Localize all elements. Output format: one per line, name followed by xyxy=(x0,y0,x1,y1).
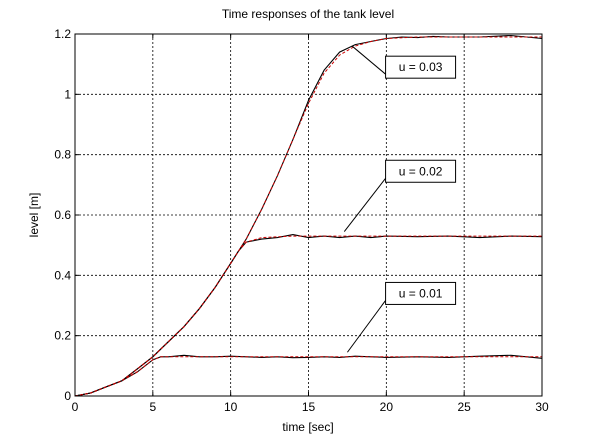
ticks: 0 5 10 15 20 25 30 0 0.2 0.4 0.6 0.8 1 1.2 xyxy=(54,27,549,414)
x-tick-label: 0 xyxy=(72,400,79,414)
y-tick-label: 0.8 xyxy=(54,148,71,162)
y-tick-label: 0.4 xyxy=(54,268,71,282)
x-tick-label: 15 xyxy=(302,400,316,414)
annotation-box xyxy=(385,55,457,79)
annotation-pointer xyxy=(343,177,386,232)
y-tick-label: 0.6 xyxy=(54,208,71,222)
annotation-box xyxy=(385,159,457,183)
x-tick-label: 30 xyxy=(535,400,549,414)
series-line-6 xyxy=(74,36,542,397)
x-tick-label: 5 xyxy=(149,400,156,414)
annotation-pointer xyxy=(347,300,386,353)
annotations: u = 0.03 u = 0.02 u = 0.01 xyxy=(343,45,457,353)
x-axis-title: time [sec] xyxy=(282,420,333,434)
grid xyxy=(75,33,542,396)
y-tick-label: 1.2 xyxy=(54,27,71,41)
series-layer xyxy=(74,34,543,397)
y-tick-label: 0 xyxy=(64,389,71,403)
annotation-pointer xyxy=(351,45,386,75)
annotation-label: u = 0.03 xyxy=(399,60,443,74)
chart-title: Time responses of the tank level xyxy=(222,7,394,21)
series-line-4 xyxy=(74,235,542,397)
annotation-box xyxy=(385,281,457,305)
x-tick-label: 10 xyxy=(224,400,238,414)
x-tick-label: 20 xyxy=(380,400,394,414)
y-tick-label: 1 xyxy=(64,87,71,101)
y-tick-label: 0.2 xyxy=(54,329,71,343)
annotation-label: u = 0.02 xyxy=(399,164,443,178)
y-axis-title: level [m] xyxy=(27,193,41,238)
annotation-label: u = 0.01 xyxy=(399,286,443,300)
x-tick-label: 25 xyxy=(457,400,471,414)
